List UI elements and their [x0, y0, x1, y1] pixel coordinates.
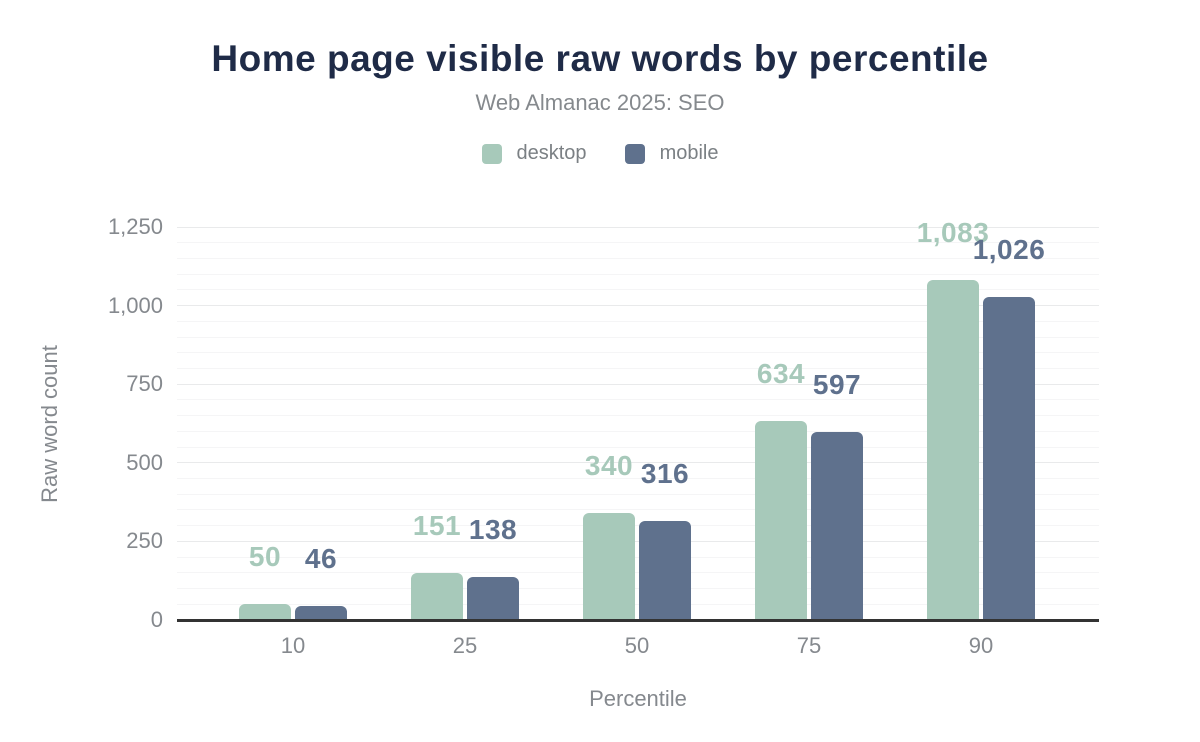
- mobile-bar: [295, 605, 347, 620]
- mobile-bar: [983, 297, 1035, 620]
- desktop-bar: [411, 572, 463, 620]
- y-minor-gridline: [177, 352, 1099, 354]
- x-tick-label: 25: [452, 633, 478, 658]
- mobile-value-label: 138: [468, 513, 518, 545]
- y-minor-gridline: [177, 572, 1099, 574]
- x-tick-label: 75: [796, 633, 822, 658]
- y-minor-gridline: [177, 525, 1099, 527]
- x-axis-line: [177, 619, 1099, 622]
- x-tick-label: 90: [968, 633, 994, 658]
- y-minor-gridline: [177, 446, 1099, 448]
- y-tick-label: 1,000: [107, 292, 163, 318]
- y-tick-label: 1,250: [107, 214, 163, 239]
- y-minor-gridline: [177, 603, 1099, 605]
- y-tick-label: 750: [126, 371, 163, 397]
- y-major-gridline: [177, 540, 1099, 542]
- y-minor-gridline: [177, 493, 1099, 495]
- chart-subtitle: Web Almanac 2025: SEO: [475, 90, 725, 115]
- y-minor-gridline: [177, 242, 1099, 244]
- y-minor-gridline: [177, 430, 1099, 432]
- y-tick-label: 250: [126, 528, 163, 554]
- y-minor-gridline: [177, 273, 1099, 275]
- y-tick-label: 500: [126, 449, 163, 475]
- legend-label-desktop: desktop: [516, 142, 587, 164]
- desktop-value-label: 634: [756, 357, 806, 389]
- y-minor-gridline: [177, 320, 1099, 322]
- legend-item-desktop: desktop: [481, 142, 587, 165]
- y-minor-gridline: [177, 336, 1099, 338]
- y-minor-gridline: [177, 367, 1099, 369]
- y-minor-gridline: [177, 509, 1099, 511]
- desktop-value-label: 151: [412, 509, 462, 541]
- mobile-value-label: 316: [640, 457, 690, 489]
- desktop-value-label: 50: [248, 541, 282, 573]
- y-axis-title: Raw word count: [37, 345, 62, 503]
- y-tick-label: 0: [150, 607, 163, 632]
- mobile-bar: [639, 520, 691, 620]
- y-minor-gridline: [177, 588, 1099, 590]
- desktop-bar: [239, 604, 291, 620]
- x-axis-title: Percentile: [589, 686, 687, 711]
- mobile-value-label: 46: [304, 542, 338, 574]
- desktop-bar: [755, 420, 807, 620]
- y-minor-gridline: [177, 556, 1099, 558]
- y-minor-gridline: [177, 289, 1099, 291]
- legend-label-mobile: mobile: [659, 142, 719, 164]
- legend: desktop mobile: [0, 142, 1200, 165]
- y-minor-gridline: [177, 415, 1099, 417]
- desktop-swatch-icon: [481, 143, 502, 164]
- x-tick-label: 50: [624, 633, 650, 658]
- x-tick-label: 10: [280, 633, 306, 658]
- mobile-bar: [467, 576, 519, 620]
- y-major-gridline: [177, 305, 1099, 307]
- y-major-gridline: [177, 462, 1099, 464]
- y-major-gridline: [177, 383, 1099, 385]
- desktop-value-label: 1,083: [916, 216, 990, 248]
- mobile-value-label: 597: [812, 369, 862, 401]
- mobile-value-label: 1,026: [972, 234, 1046, 266]
- mobile-bar: [811, 432, 863, 620]
- desktop-bar: [583, 513, 635, 620]
- desktop-value-label: 340: [584, 450, 634, 482]
- chart-title: Home page visible raw words by percentil…: [211, 38, 989, 79]
- legend-item-mobile: mobile: [624, 142, 719, 165]
- y-minor-gridline: [177, 257, 1099, 259]
- mobile-swatch-icon: [624, 143, 645, 164]
- desktop-bar: [927, 279, 979, 620]
- y-major-gridline: [177, 226, 1099, 228]
- y-minor-gridline: [177, 399, 1099, 401]
- y-minor-gridline: [177, 478, 1099, 480]
